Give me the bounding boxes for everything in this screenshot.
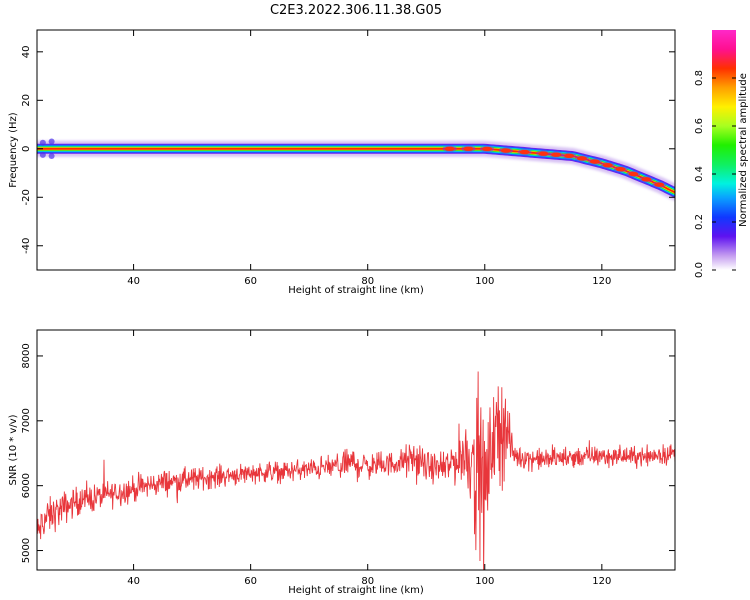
colorbar-tick-label: 0.4 — [694, 166, 705, 182]
spectrogram-x-label: Height of straight line (km) — [288, 285, 424, 296]
x-tick-label: 60 — [244, 576, 257, 587]
ridge-blob — [602, 162, 613, 168]
ridge-blob — [641, 177, 652, 182]
spectrogram-panel: 40 60 80 100 120 -40 -20 0 20 40 Height of strai… — [8, 29, 676, 296]
colorbar-tick-label: 0.6 — [694, 118, 705, 134]
ridge-blob — [551, 152, 562, 157]
ridge-blob — [628, 171, 639, 177]
colorbar-tick-label: 0.2 — [694, 214, 705, 230]
ridge-blob — [538, 151, 549, 156]
spectrogram-marks — [37, 138, 675, 201]
x-tick-label: 120 — [592, 576, 611, 587]
x-tick-label: 100 — [475, 576, 494, 587]
ridge-blob — [500, 148, 511, 153]
edge-artifact — [39, 151, 46, 158]
x-tick-label: 100 — [475, 276, 494, 287]
ridge-blob — [589, 159, 600, 164]
snr-x-ticks: 40 60 80 100 120 — [127, 330, 611, 587]
y-tick-label: 5000 — [21, 538, 32, 563]
snr-panel: 40 60 80 100 120 5000 6000 7000 8000 Height of … — [8, 329, 676, 596]
y-tick-label: 6000 — [21, 473, 32, 498]
x-tick-label: 80 — [361, 276, 374, 287]
spectrogram-y-ticks: -40 -20 0 20 40 — [21, 45, 675, 254]
y-tick-label: 20 — [21, 94, 32, 107]
figure-title: C2E3.2022.306.11.38.G05 — [270, 3, 442, 18]
x-tick-label: 120 — [592, 276, 611, 287]
snr-frame — [36, 329, 676, 571]
ridge-blob — [463, 146, 474, 151]
ridge-blob — [564, 153, 575, 158]
ridge-blob — [444, 146, 455, 151]
y-tick-label: 8000 — [21, 343, 32, 368]
edge-artifact — [48, 153, 55, 160]
ridge-blob — [654, 182, 665, 187]
colorbar-tick-label: 0.8 — [694, 70, 705, 86]
snr-background — [37, 330, 675, 570]
snr-y-ticks: 5000 6000 7000 8000 — [21, 343, 675, 563]
colorbar-label: Normalized spectral amplitude — [738, 73, 749, 227]
y-tick-label: 7000 — [21, 408, 32, 433]
y-tick-label: 40 — [21, 45, 32, 58]
colorbar-tick-label: 0.0 — [694, 262, 705, 278]
x-tick-label: 40 — [127, 276, 140, 287]
spectrogram-y-label: Frequency (Hz) — [8, 112, 19, 188]
spectrogram-x-ticks: 40 60 80 100 120 — [127, 30, 611, 287]
ridge-blob — [615, 166, 626, 172]
colorbar-gradient — [712, 30, 736, 270]
colorbar-ticks: 0.0 0.2 0.4 0.6 0.8 — [694, 70, 736, 278]
spectrogram-frame — [36, 29, 676, 271]
x-tick-label: 40 — [127, 576, 140, 587]
x-tick-label: 60 — [244, 276, 257, 287]
edge-artifact — [48, 138, 55, 145]
colorbar: 0.0 0.2 0.4 0.6 0.8 Normalized spectral ampl… — [694, 30, 749, 278]
y-tick-label: -20 — [21, 189, 32, 205]
edge-artifact — [39, 139, 46, 146]
snr-series-line — [37, 371, 675, 570]
ridge-blob — [576, 156, 587, 161]
y-tick-label: -40 — [21, 238, 32, 254]
snr-y-label: SNR (10 * v/v) — [8, 414, 19, 485]
snr-x-label: Height of straight line (km) — [288, 585, 424, 596]
y-tick-label: 0 — [21, 146, 32, 152]
x-tick-label: 80 — [361, 576, 374, 587]
ridge-blob — [482, 146, 493, 152]
ridge-blob — [519, 149, 530, 155]
